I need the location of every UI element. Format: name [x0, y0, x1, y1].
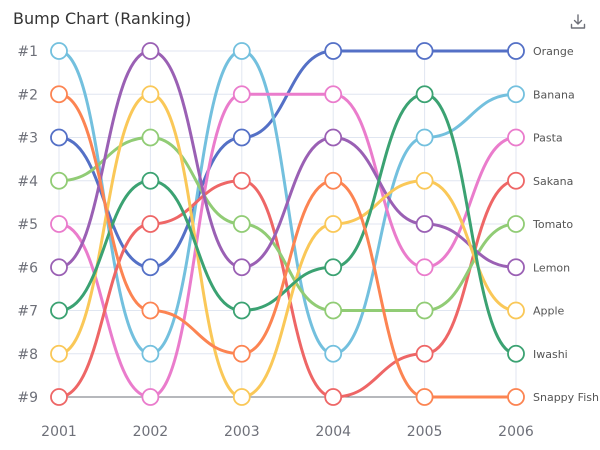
data-point[interactable]: [507, 258, 525, 277]
x-tick-label: 2006: [498, 424, 534, 440]
download-icon[interactable]: [569, 13, 587, 31]
data-point[interactable]: [415, 215, 434, 233]
data-point[interactable]: [141, 85, 160, 104]
data-point[interactable]: [232, 301, 251, 320]
data-point[interactable]: [415, 128, 434, 147]
data-point[interactable]: [324, 344, 343, 363]
data-point[interactable]: [415, 171, 434, 190]
data-point[interactable]: [50, 128, 68, 147]
data-point[interactable]: [507, 171, 525, 190]
data-point[interactable]: [141, 215, 160, 233]
series-line: [58, 49, 516, 269]
y-tick-label: #2: [17, 87, 38, 103]
data-point[interactable]: [324, 388, 343, 406]
x-tick-label: 2002: [133, 424, 169, 440]
end-labels: Orange Banana Pasta Sakana Tomato Lemon Apple I…: [532, 45, 599, 404]
data-point[interactable]: [50, 388, 68, 406]
data-point[interactable]: [415, 388, 434, 406]
data-point[interactable]: [50, 301, 68, 320]
series-line: [58, 92, 517, 356]
series-end-label: Lemon: [533, 261, 570, 274]
data-point[interactable]: [415, 301, 434, 320]
data-point[interactable]: [141, 171, 160, 190]
series-line: [58, 49, 517, 269]
y-tick-label: #5: [17, 217, 38, 233]
data-point[interactable]: [324, 85, 343, 104]
data-point[interactable]: [141, 301, 160, 320]
series-end-label: Tomato: [532, 218, 573, 231]
series-end-label: Iwashi: [533, 348, 568, 361]
series-end-label: Banana: [533, 88, 575, 101]
data-point[interactable]: [507, 85, 525, 104]
data-point[interactable]: [507, 388, 525, 406]
series-end-label: Snappy Fish: [533, 391, 599, 404]
series-line: [58, 92, 517, 399]
data-point[interactable]: [507, 344, 525, 363]
data-point[interactable]: [507, 42, 525, 60]
series-end-label: Orange: [533, 45, 574, 58]
data-point[interactable]: [232, 85, 251, 104]
data-point[interactable]: [415, 42, 434, 60]
data-point[interactable]: [50, 85, 68, 104]
grid: [58, 50, 517, 398]
data-point[interactable]: [141, 344, 160, 363]
x-tick-label: 2004: [315, 424, 351, 440]
series-end-label: Apple: [533, 305, 565, 318]
y-tick-label: #9: [17, 390, 38, 406]
data-point[interactable]: [50, 42, 68, 60]
y-tick-label: #3: [17, 131, 38, 147]
x-tick-label: 2005: [407, 424, 443, 440]
data-point[interactable]: [507, 301, 525, 320]
data-point[interactable]: [232, 344, 251, 363]
y-tick-label: #4: [17, 174, 38, 190]
series-points: [50, 42, 525, 406]
data-point[interactable]: [507, 128, 525, 147]
y-tick-label: #6: [17, 260, 38, 276]
x-tick-label: 2003: [224, 424, 260, 440]
data-point[interactable]: [50, 344, 68, 363]
data-point[interactable]: [232, 258, 251, 277]
data-point[interactable]: [415, 258, 434, 277]
data-point[interactable]: [415, 85, 434, 104]
data-point[interactable]: [141, 258, 160, 277]
data-point[interactable]: [141, 388, 160, 406]
series-line: [58, 49, 517, 356]
series-end-label: Sakana: [533, 175, 573, 188]
x-tick-label: 2001: [41, 424, 77, 440]
data-point[interactable]: [141, 42, 160, 60]
y-tick-label: #8: [17, 347, 38, 363]
data-point[interactable]: [324, 258, 343, 277]
data-point[interactable]: [324, 128, 343, 147]
chart-title: Bump Chart (Ranking): [13, 9, 192, 28]
data-point[interactable]: [50, 258, 68, 277]
data-point[interactable]: [50, 215, 68, 233]
data-point[interactable]: [415, 344, 434, 363]
data-point[interactable]: [324, 42, 343, 60]
data-point[interactable]: [141, 128, 160, 147]
y-tick-label: #7: [17, 304, 38, 320]
data-point[interactable]: [324, 301, 343, 320]
y-tick-label: #1: [17, 44, 38, 60]
data-point[interactable]: [232, 215, 251, 233]
series-end-label: Pasta: [533, 132, 563, 145]
data-point[interactable]: [50, 171, 68, 190]
axes: #1 #2 #3 #4 #5 #6 #7 #8 #9 2001 2002 2003 2004 2005 20…: [17, 44, 534, 440]
data-point[interactable]: [324, 171, 343, 190]
data-point[interactable]: [507, 215, 525, 233]
data-point[interactable]: [232, 42, 251, 60]
series-line: [58, 92, 517, 399]
data-point[interactable]: [232, 388, 251, 406]
series-line: [58, 92, 516, 399]
data-point[interactable]: [232, 171, 251, 190]
data-point[interactable]: [324, 215, 343, 233]
data-point[interactable]: [232, 128, 251, 147]
